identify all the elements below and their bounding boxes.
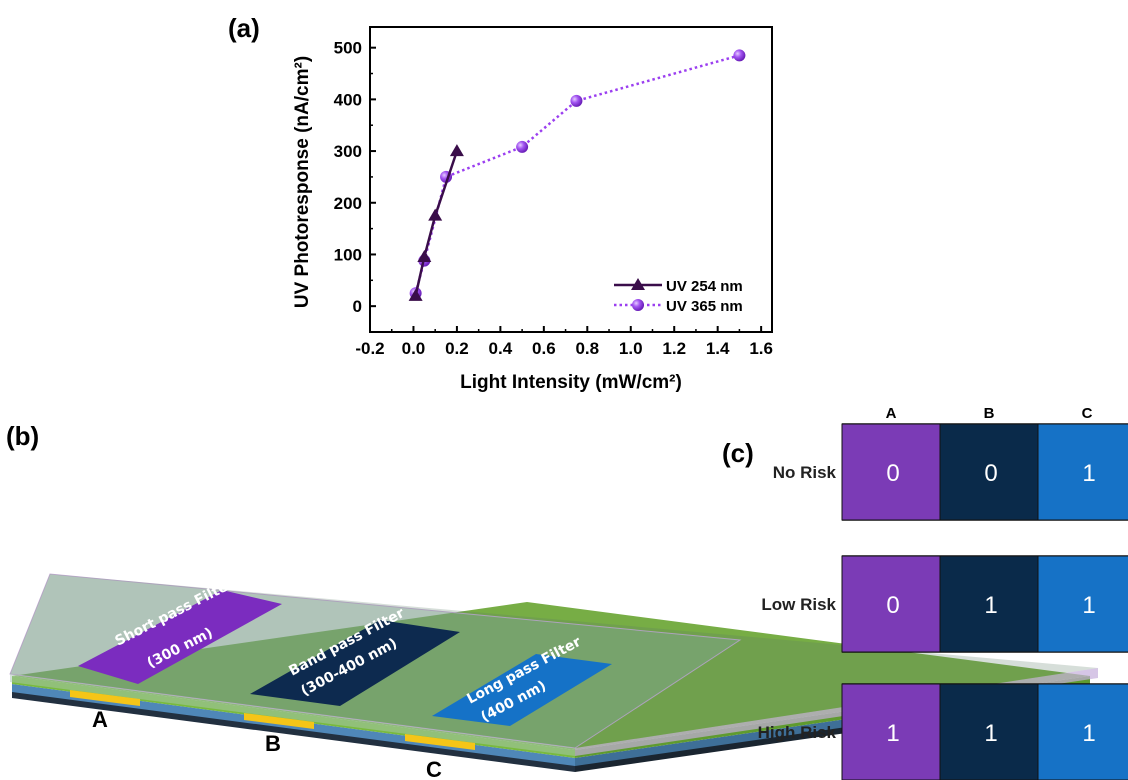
legend-marker-uv254 — [631, 278, 645, 290]
electrode-a — [70, 690, 140, 706]
glass-front-edge — [10, 674, 575, 756]
data-point-uv254 — [408, 288, 423, 301]
risk-cell-value: 1 — [984, 592, 997, 619]
electrode-c — [405, 734, 475, 750]
risk-cell-value: 1 — [886, 720, 899, 747]
series-line-uv365 — [414, 54, 740, 294]
row-label: No Risk — [773, 463, 837, 482]
electrode-label-c: C — [426, 757, 442, 780]
risk-cell-value: 0 — [886, 460, 899, 487]
series-line-uv254 — [414, 150, 459, 297]
y-tick-label: 500 — [334, 39, 362, 58]
column-header-b: B — [984, 405, 995, 422]
data-point-uv254 — [449, 144, 464, 157]
series-layer — [408, 49, 746, 301]
risk-cell — [841, 555, 941, 653]
risk-cell — [939, 555, 1039, 653]
y-tick-label: 100 — [334, 245, 362, 264]
row-label: Low Risk — [761, 595, 836, 614]
risk-cell-value: 0 — [984, 460, 997, 487]
legend-label-uv254: UV 254 nm — [666, 278, 743, 295]
x-tick-label: 0.4 — [489, 339, 513, 358]
chart-legend: UV 254 nm UV 365 nm — [614, 278, 743, 315]
x-tick-label: 0.6 — [532, 339, 556, 358]
data-point-uv365 — [516, 140, 529, 153]
risk-cell-value: 1 — [1082, 592, 1095, 619]
plot-frame — [369, 26, 773, 333]
panel-label-c: (c) — [722, 438, 754, 468]
y-axis-title: UV Photoresponse (nA/cm²) — [292, 56, 313, 308]
photoresponse-chart: (a) -0.2 0.0 0.2 0.4 0.6 0.8 1.0 1.2 1.4 1.6 0 100… — [228, 13, 773, 393]
risk-table: (c) A B C No Risk 0 0 1 Low Risk 0 1 1 High Risk 1 1 1 — [722, 405, 1128, 780]
x-tick-label: 0.2 — [445, 339, 469, 358]
panel-label-b: (b) — [6, 421, 39, 451]
legend-marker-uv365 — [632, 299, 644, 311]
risk-cell — [841, 683, 941, 780]
band-pass-filter — [250, 620, 460, 706]
device-schematic: (b) Short pass Filter (300 nm) Band pass… — [6, 421, 1098, 780]
x-axis-title: Light Intensity (mW/cm²) — [460, 372, 682, 393]
y-tick-label: 200 — [334, 194, 362, 213]
electrode-b — [244, 713, 314, 729]
data-point-uv254 — [428, 208, 443, 221]
risk-cell — [1037, 683, 1128, 780]
column-header-a: A — [886, 405, 897, 422]
y-tick-label: 400 — [334, 90, 362, 109]
y-tick-label: 0 — [353, 297, 362, 316]
risk-cell — [841, 423, 941, 521]
column-header-c: C — [1082, 405, 1093, 422]
risk-cell-value: 1 — [1082, 460, 1095, 487]
x-tick-label: 1.2 — [662, 339, 686, 358]
risk-cell-value: 1 — [1082, 720, 1095, 747]
risk-grid: A B C No Risk 0 0 1 Low Risk 0 1 1 High Risk 1 1 1 — [758, 405, 1128, 780]
risk-cell — [1037, 555, 1128, 653]
data-point-uv365 — [570, 94, 583, 107]
long-pass-filter — [432, 654, 612, 726]
x-tick-label: 0.0 — [402, 339, 426, 358]
panel-label-a: (a) — [228, 13, 260, 43]
electrode-label-a: A — [92, 707, 108, 732]
x-tick-label: 1.0 — [619, 339, 643, 358]
risk-cell-value: 0 — [886, 592, 899, 619]
x-tick-label: 1.6 — [749, 339, 773, 358]
electrode-label-b: B — [265, 731, 281, 756]
data-point-uv365 — [733, 49, 746, 62]
x-tick-label: -0.2 — [355, 339, 384, 358]
y-axis: 0 100 200 300 400 500 — [334, 39, 376, 333]
risk-cell — [939, 683, 1039, 780]
risk-cell-value: 1 — [984, 720, 997, 747]
x-axis: -0.2 0.0 0.2 0.4 0.6 0.8 1.0 1.2 1.4 1.6 — [355, 326, 773, 358]
risk-cell — [1037, 423, 1128, 521]
short-pass-filter — [78, 590, 282, 684]
x-tick-label: 0.8 — [575, 339, 599, 358]
data-point-uv254 — [417, 250, 432, 263]
x-tick-label: 1.4 — [706, 339, 730, 358]
risk-cell — [939, 423, 1039, 521]
legend-label-uv365: UV 365 nm — [666, 298, 743, 315]
y-tick-label: 300 — [334, 142, 362, 161]
row-label: High Risk — [758, 723, 837, 742]
